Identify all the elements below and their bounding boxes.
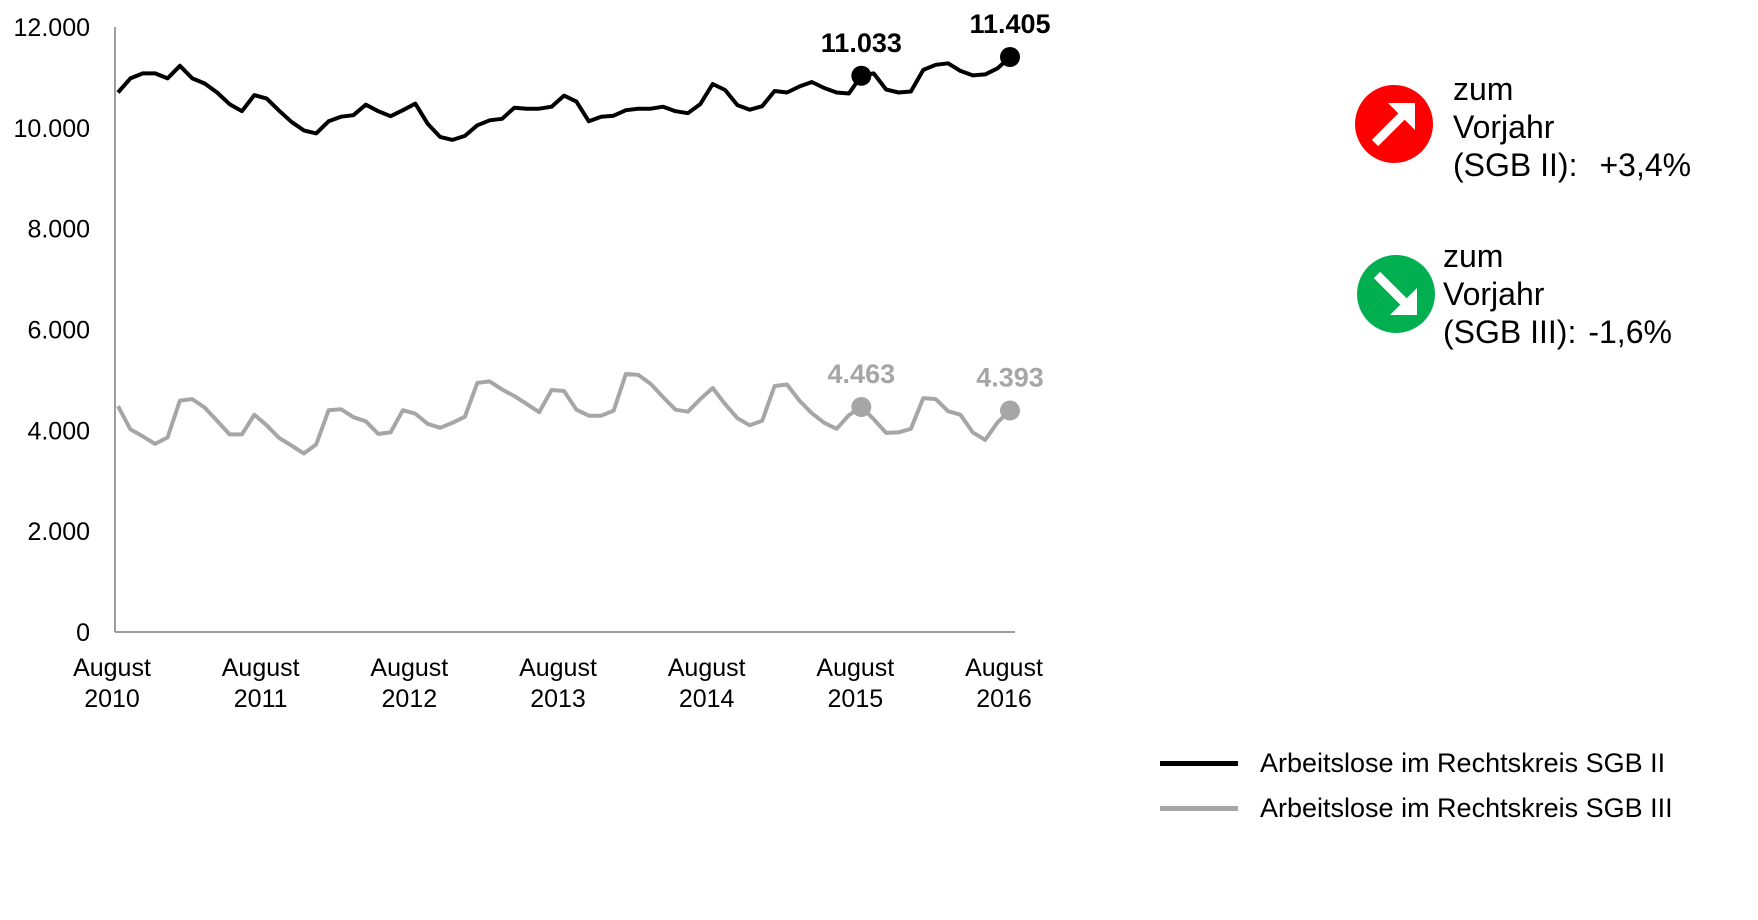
callout-change: -1,6% bbox=[1588, 314, 1672, 350]
y-tick-label: 0 bbox=[76, 619, 90, 647]
legend: Arbeitslose im Rechtskreis SGB II Arbeit… bbox=[1160, 745, 1758, 835]
callout-change: +3,4% bbox=[1599, 147, 1692, 183]
y-tick-label: 4.000 bbox=[27, 417, 90, 445]
x-tick-label: August 2012 bbox=[370, 654, 448, 713]
y-tick-label: 6.000 bbox=[27, 317, 90, 345]
callout-sgb2: zum Vorjahr (SGB II): +3,4% bbox=[1355, 70, 1745, 200]
axes bbox=[114, 27, 1015, 633]
y-axis-ticks: 0 2.000 4.000 6.000 8.000 10.000 12.000 bbox=[14, 14, 90, 647]
arrow-down-right-icon bbox=[1357, 255, 1435, 333]
callout-sgb3: zum Vorjahr (SGB III): -1,6% bbox=[1355, 237, 1745, 367]
callout-line3: (SGB II): bbox=[1453, 147, 1578, 183]
y-tick-label: 10.000 bbox=[14, 115, 90, 143]
x-tick-label: August 2016 bbox=[965, 654, 1043, 713]
x-tick-label: August 2014 bbox=[668, 654, 746, 713]
x-axis-ticks: August 2010 August 2011 August 2012 August 2013… bbox=[73, 654, 1043, 713]
legend-label: Arbeitslose im Rechtskreis SGB III bbox=[1260, 792, 1673, 823]
legend-item-sgb2: Arbeitslose im Rechtskreis SGB II bbox=[1160, 748, 1665, 778]
x-tick-label: August 2011 bbox=[222, 654, 300, 713]
legend-item-sgb3: Arbeitslose im Rechtskreis SGB III bbox=[1160, 793, 1673, 823]
series-line-sgb2 bbox=[116, 55, 1012, 142]
line-chart: 0 2.000 4.000 6.000 8.000 10.000 12.000 August… bbox=[14, 9, 1051, 713]
series-lines bbox=[116, 55, 1012, 456]
callout-line2: Vorjahr bbox=[1443, 276, 1545, 312]
callout-line1: zum bbox=[1443, 238, 1504, 274]
y-tick-label: 12.000 bbox=[14, 14, 90, 42]
x-tick-label: August 2015 bbox=[816, 654, 894, 713]
data-label: 4.393 bbox=[976, 363, 1044, 393]
y-tick-label: 2.000 bbox=[27, 518, 90, 546]
legend-swatch bbox=[1160, 805, 1238, 811]
legend-swatch bbox=[1160, 760, 1238, 766]
callout-line3: (SGB III): bbox=[1443, 314, 1577, 350]
data-point-marker bbox=[851, 65, 872, 86]
x-tick-label: August 2013 bbox=[519, 654, 597, 713]
x-tick-label: August 2010 bbox=[73, 654, 151, 713]
data-point-marker bbox=[851, 396, 872, 417]
arrow-up-right-icon bbox=[1355, 85, 1433, 163]
y-tick-label: 8.000 bbox=[27, 216, 90, 244]
callout-line2: Vorjahr bbox=[1453, 109, 1555, 145]
legend-label: Arbeitslose im Rechtskreis SGB II bbox=[1260, 747, 1666, 778]
annotation-points: 11.033 11.405 4.463 4.393 bbox=[821, 9, 1051, 421]
data-label: 11.405 bbox=[969, 9, 1050, 39]
data-label: 4.463 bbox=[828, 359, 896, 389]
data-label: 11.033 bbox=[821, 28, 902, 58]
data-point-marker bbox=[1000, 400, 1020, 421]
data-point-marker bbox=[1000, 46, 1020, 67]
callout-line1: zum bbox=[1453, 71, 1514, 107]
